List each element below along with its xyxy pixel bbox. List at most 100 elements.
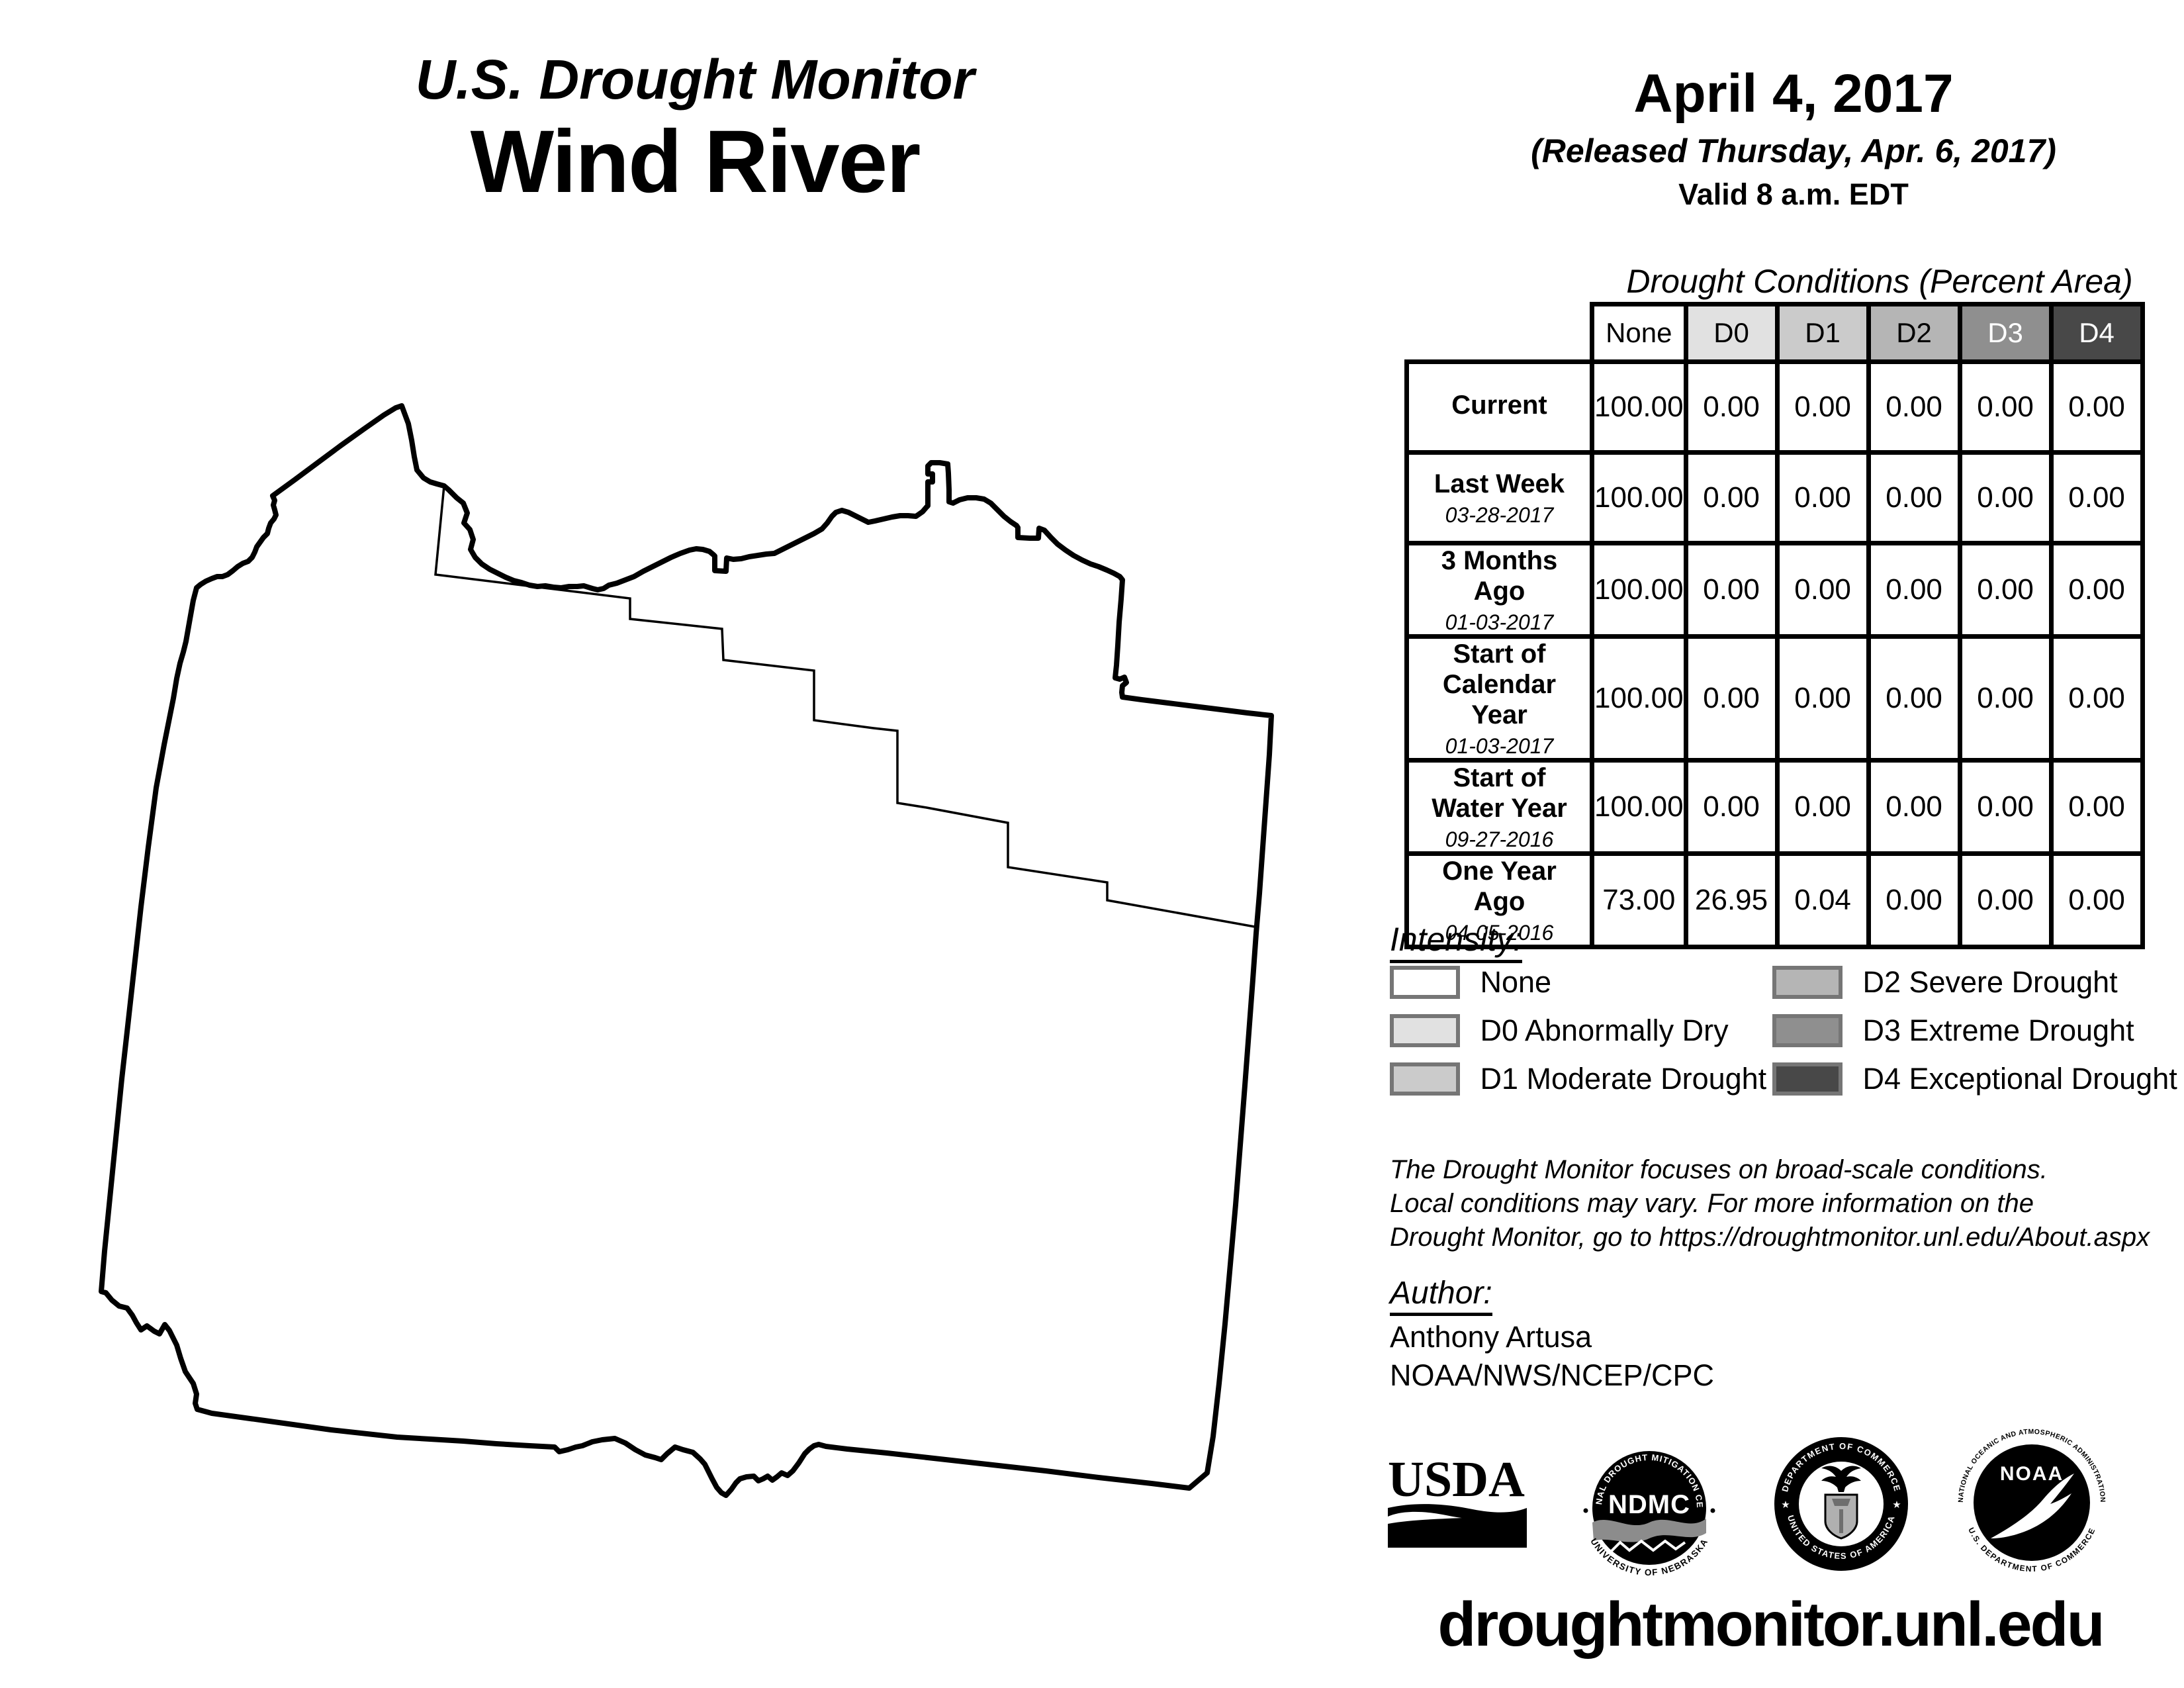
cell-value: 0.00 — [1957, 851, 2054, 949]
usda-logo-text: USDA — [1388, 1455, 1525, 1507]
noaa-logo: NOAA NATIONAL OCEANIC AND ATMOSPHERIC AD… — [1957, 1428, 2107, 1573]
author-heading: Author: — [1390, 1275, 1492, 1316]
disclaimer-line: Drought Monitor, go to https://droughtmo… — [1390, 1223, 2150, 1252]
swatch-d2 — [1772, 966, 1843, 999]
cell-value: 100.00 — [1590, 634, 1688, 763]
legend-item-d3: D3 Extreme Drought — [1772, 1013, 2134, 1048]
cell-value: 0.00 — [1866, 634, 1962, 763]
cell-value: 0.00 — [1774, 541, 1871, 639]
noaa-disc — [1974, 1444, 2090, 1561]
row-label: Last Week 03-28-2017 — [1404, 450, 1594, 545]
cell-value: 26.95 — [1683, 851, 1780, 949]
legend-item-d1: D1 Moderate Drought — [1390, 1062, 1766, 1096]
cell-value: 0.00 — [1683, 758, 1780, 856]
table-row: Current 100.00 0.00 0.00 0.00 0.00 0.00 — [1404, 359, 2145, 455]
row-label-text: 3 Months Ago — [1441, 546, 1558, 606]
disclaimer: The Drought Monitor focuses on broad-sca… — [1390, 1153, 2150, 1254]
cell-value: 0.00 — [1957, 541, 2054, 639]
cell-value: 0.00 — [1866, 359, 1962, 455]
intensity-heading-text: Intensity: — [1390, 921, 1523, 963]
release-date: (Released Thursday, Apr. 6, 2017) — [1531, 132, 2056, 169]
disclaimer-line: The Drought Monitor focuses on broad-sca… — [1390, 1155, 2048, 1184]
swatch-d0 — [1390, 1014, 1460, 1047]
row-label: 3 Months Ago 01-03-2017 — [1404, 541, 1594, 639]
doc-eagle — [1821, 1466, 1861, 1492]
drought-conditions-table: None D0 D1 D2 D3 D4 Current 100.00 0.00 … — [1404, 302, 2145, 949]
disclaimer-line: Local conditions may vary. For more info… — [1390, 1189, 2034, 1218]
reservation-outline — [99, 403, 1274, 1498]
legend-item-d4: D4 Exceptional Drought — [1772, 1062, 2177, 1096]
cell-value: 0.00 — [1866, 758, 1962, 856]
row-label: One Year Ago 04-05-2016 — [1404, 851, 1594, 949]
cell-value: 0.00 — [1683, 541, 1780, 639]
doc-star-right: ★ — [1892, 1499, 1901, 1511]
ndmc-logo: NATIONAL DROUGHT MITIGATION CENTER NDMC … — [1583, 1451, 1715, 1577]
cell-value: 0.00 — [2048, 541, 2145, 639]
legend-item-none: None — [1390, 965, 1551, 1000]
row-label-date: 01-03-2017 — [1445, 734, 1554, 758]
intensity-heading: Intensity: — [1390, 920, 1523, 963]
commerce-seal-logo: DEPARTMENT OF COMMERCE UNITED STATES OF … — [1774, 1437, 1908, 1571]
valid-time: Valid 8 a.m. EDT — [1678, 177, 1909, 211]
ndmc-dot-right — [1710, 1508, 1715, 1513]
table-row: One Year Ago 04-05-2016 73.00 26.95 0.04… — [1404, 851, 2145, 949]
ndmc-wave-band — [1592, 1519, 1706, 1542]
usda-swoosh-band — [1388, 1504, 1527, 1521]
footer-url: droughtmonitor.unl.edu — [1437, 1589, 2105, 1660]
cell-value: 0.00 — [1866, 450, 1962, 545]
cell-value: 0.00 — [2048, 851, 2145, 949]
row-label-text: Start of Calendar Year — [1442, 639, 1557, 729]
cell-value: 0.00 — [2048, 758, 2145, 856]
author-heading-text: Author: — [1390, 1276, 1492, 1316]
row-label-text: Start of Water Year — [1432, 763, 1567, 823]
cell-value: 0.00 — [1866, 851, 1962, 949]
wind-river-map — [99, 403, 1274, 1498]
cell-value: 0.00 — [2048, 450, 2145, 545]
cell-value: 0.00 — [1957, 758, 2054, 856]
legend-label: None — [1480, 965, 1552, 999]
cell-value: 0.00 — [1957, 634, 2054, 763]
col-header-d2: D2 — [1866, 302, 1962, 364]
legend-item-d2: D2 Severe Drought — [1772, 965, 2118, 1000]
usda-swoosh-solid — [1388, 1513, 1527, 1548]
row-label-text: Current — [1451, 391, 1547, 420]
legend-label: D4 Exceptional Drought — [1862, 1062, 2177, 1096]
cell-value: 0.00 — [1683, 634, 1780, 763]
cell-value: 0.00 — [1774, 634, 1871, 763]
ndmc-dot-left — [1583, 1508, 1588, 1513]
report-title: U.S. Drought Monitor — [415, 48, 975, 111]
swatch-d1 — [1390, 1062, 1460, 1096]
author-name: Anthony Artusa — [1390, 1320, 1592, 1354]
table-row: Last Week 03-28-2017 100.00 0.00 0.00 0.… — [1404, 450, 2145, 545]
legend-label: D1 Moderate Drought — [1480, 1062, 1767, 1096]
swatch-d3 — [1772, 1014, 1843, 1047]
legend-label: D2 Severe Drought — [1862, 965, 2118, 999]
interior-boundary-line — [434, 485, 1255, 928]
cell-value: 100.00 — [1590, 359, 1688, 455]
ndmc-mountains — [1610, 1539, 1686, 1553]
col-header-d3: D3 — [1957, 302, 2054, 364]
table-row: 3 Months Ago 01-03-2017 100.00 0.00 0.00… — [1404, 541, 2145, 639]
col-header-d0: D0 — [1683, 302, 1780, 364]
doc-star-left: ★ — [1781, 1499, 1790, 1511]
cell-value: 0.00 — [1866, 541, 1962, 639]
noaa-center-text: NOAA — [2000, 1463, 2064, 1485]
cell-value: 0.00 — [1774, 758, 1871, 856]
cell-value: 0.00 — [1774, 359, 1871, 455]
cell-value: 0.00 — [1957, 450, 2054, 545]
region-title: Wind River — [470, 113, 921, 211]
row-label-text: One Year Ago — [1442, 857, 1557, 916]
noaa-gull — [1991, 1474, 2074, 1538]
table-title: Drought Conditions (Percent Area) — [1626, 263, 2133, 300]
cell-value: 73.00 — [1590, 851, 1688, 949]
table-header-row: None D0 D1 D2 D3 D4 — [1406, 302, 2145, 364]
cell-value: 0.00 — [2048, 359, 2145, 455]
cell-value: 0.00 — [1957, 359, 2054, 455]
row-label-date: 04-05-2016 — [1445, 921, 1554, 945]
cell-value: 0.00 — [2048, 634, 2145, 763]
legend-label: D0 Abnormally Dry — [1480, 1013, 1729, 1047]
author-org: NOAA/NWS/NCEP/CPC — [1390, 1358, 1715, 1392]
cell-value: 0.00 — [1774, 450, 1871, 545]
row-label: Current — [1404, 359, 1594, 455]
row-label-text: Last Week — [1433, 469, 1565, 498]
